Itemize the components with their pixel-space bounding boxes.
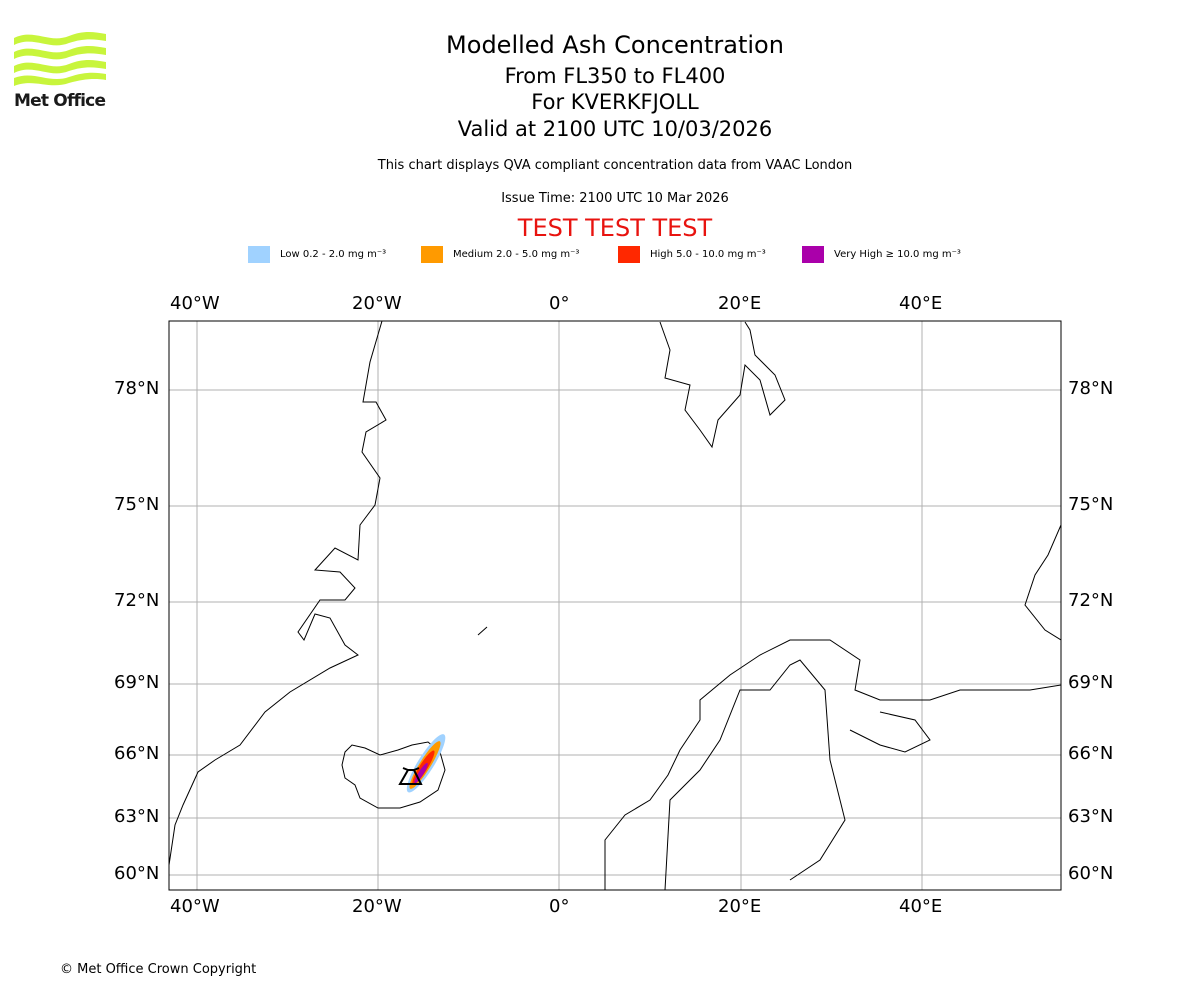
flight-level-range: From FL350 to FL400 (504, 64, 726, 88)
lat-label-left: 60°N (114, 863, 160, 884)
lat-label-right: 60°N (1068, 863, 1114, 884)
lat-label-left: 72°N (114, 590, 160, 611)
map-frame (168, 320, 1062, 891)
lon-label-bottom: 40°W (170, 896, 220, 917)
lon-label-top: 40°W (170, 293, 220, 314)
greenland-coast (169, 321, 387, 866)
valid-time: Valid at 2100 UTC 10/03/2026 (457, 117, 773, 141)
legend-swatch-high (618, 245, 640, 263)
legend-label-low: Low 0.2 - 2.0 mg m⁻³ (280, 248, 387, 260)
novaya-zemlya-coast (1024, 524, 1061, 641)
met-office-logo-text: Met Office (14, 91, 106, 111)
legend-swatch-low (248, 245, 270, 263)
lat-label-right: 69°N (1068, 672, 1114, 693)
legend-label-high: High 5.0 - 10.0 mg m⁻³ (650, 248, 766, 260)
lon-label-top: 40°E (899, 293, 943, 314)
test-banner: TEST TEST TEST (517, 214, 713, 242)
legend-label-very-high: Very High ≥ 10.0 mg m⁻³ (834, 248, 961, 260)
volcano-name: For KVERKFJOLL (531, 90, 699, 114)
volcano-icon (398, 767, 423, 785)
white-sea-coast (849, 711, 931, 753)
lat-label-right: 66°N (1068, 743, 1114, 764)
lat-label-right: 72°N (1068, 590, 1114, 611)
lat-label-left: 75°N (114, 494, 160, 515)
lon-label-bottom: 20°W (352, 896, 402, 917)
lat-label-left: 69°N (114, 672, 160, 693)
lon-label-top: 20°W (352, 293, 402, 314)
lat-label-left: 66°N (114, 743, 160, 764)
legend-item-high: High 5.0 - 10.0 mg m⁻³ (618, 245, 766, 263)
legend-item-medium: Medium 2.0 - 5.0 mg m⁻³ (421, 245, 579, 263)
lat-label-right: 63°N (1068, 806, 1114, 827)
legend-item-very-high: Very High ≥ 10.0 mg m⁻³ (802, 245, 961, 263)
lon-label-top: 20°E (718, 293, 762, 314)
coastlines (169, 321, 1061, 890)
jan-mayen (477, 626, 488, 636)
chart-title: Modelled Ash Concentration (446, 31, 784, 59)
svalbard-coast (659, 321, 786, 449)
lat-label-left: 78°N (114, 378, 160, 399)
chart-description: This chart displays QVA compliant concen… (377, 158, 853, 173)
legend-label-medium: Medium 2.0 - 5.0 mg m⁻³ (453, 248, 580, 260)
iceland-coast (341, 741, 446, 809)
lat-label-right: 78°N (1068, 378, 1114, 399)
issue-time: Issue Time: 2100 UTC 10 Mar 2026 (501, 191, 729, 206)
finland-border (664, 659, 846, 890)
lat-label-left: 63°N (114, 806, 160, 827)
legend-swatch-very-high (802, 245, 824, 263)
lon-label-bottom: 0° (549, 896, 570, 917)
copyright: © Met Office Crown Copyright (60, 962, 257, 977)
scandinavia-coast (604, 639, 1061, 890)
met-office-logo-waves (14, 32, 106, 86)
lon-label-bottom: 40°E (899, 896, 943, 917)
lat-label-right: 75°N (1068, 494, 1114, 515)
graticule (169, 321, 1061, 890)
legend-swatch-medium (421, 245, 443, 263)
legend-item-low: Low 0.2 - 2.0 mg m⁻³ (248, 245, 386, 263)
lon-label-bottom: 20°E (718, 896, 762, 917)
lon-label-top: 0° (549, 293, 570, 314)
